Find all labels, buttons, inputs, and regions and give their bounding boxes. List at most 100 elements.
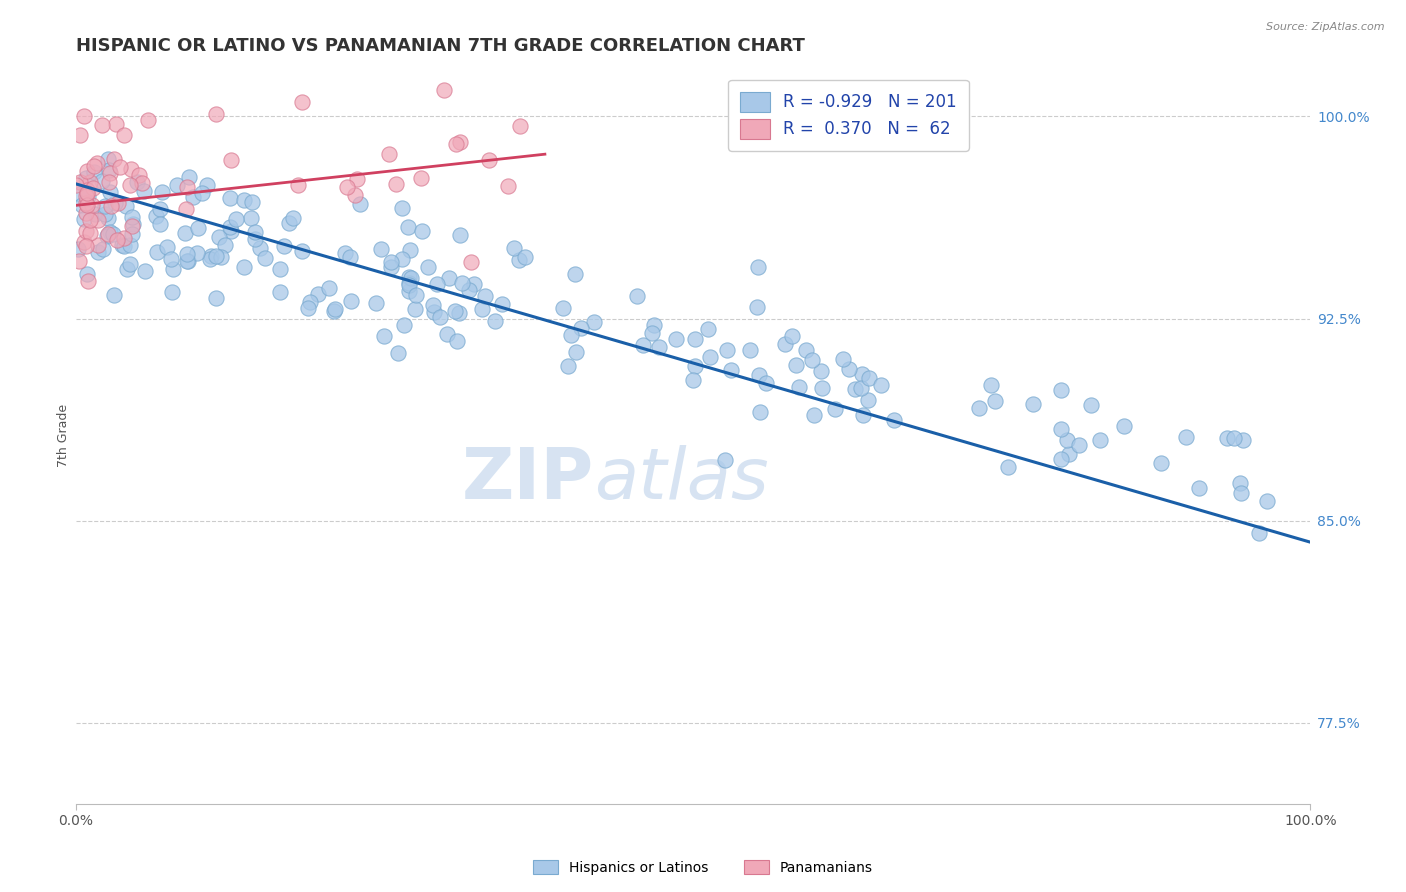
Point xyxy=(385,177,408,191)
Point xyxy=(1222,431,1244,445)
Point xyxy=(176,179,198,194)
Point xyxy=(683,359,706,373)
Point xyxy=(460,254,482,268)
Point xyxy=(648,340,671,354)
Point xyxy=(478,153,501,168)
Point xyxy=(446,334,468,348)
Point xyxy=(780,328,803,343)
Point xyxy=(449,135,471,149)
Point xyxy=(437,271,460,285)
Point xyxy=(110,160,132,174)
Point xyxy=(626,289,648,303)
Point xyxy=(838,361,860,376)
Point xyxy=(118,257,141,271)
Point xyxy=(97,152,120,166)
Point xyxy=(177,169,200,184)
Point xyxy=(297,301,319,315)
Point xyxy=(557,359,579,374)
Point xyxy=(1080,398,1102,412)
Point xyxy=(1069,437,1091,451)
Point xyxy=(84,207,107,221)
Point xyxy=(509,119,531,133)
Point xyxy=(404,301,426,316)
Point xyxy=(205,249,228,263)
Point xyxy=(333,246,356,260)
Point xyxy=(131,177,153,191)
Point xyxy=(103,288,125,302)
Text: atlas: atlas xyxy=(595,445,769,515)
Point xyxy=(278,216,301,230)
Point xyxy=(104,117,127,131)
Point xyxy=(69,175,91,189)
Point xyxy=(73,109,96,123)
Point xyxy=(232,260,254,274)
Point xyxy=(844,382,866,396)
Point xyxy=(76,183,98,197)
Point xyxy=(398,278,420,293)
Point xyxy=(787,379,810,393)
Point xyxy=(166,178,188,192)
Point xyxy=(291,95,314,110)
Point xyxy=(773,337,796,351)
Point xyxy=(121,219,143,233)
Point xyxy=(191,186,214,200)
Point xyxy=(75,196,97,211)
Point xyxy=(755,376,778,390)
Point xyxy=(451,277,474,291)
Point xyxy=(69,186,91,201)
Point xyxy=(281,211,304,225)
Point xyxy=(121,210,143,224)
Point xyxy=(697,322,720,336)
Point xyxy=(240,194,263,209)
Point xyxy=(208,229,231,244)
Point xyxy=(93,199,115,213)
Point xyxy=(76,164,98,178)
Point xyxy=(174,226,197,240)
Point xyxy=(560,328,582,343)
Point xyxy=(824,401,846,416)
Point xyxy=(120,178,142,192)
Point xyxy=(91,118,114,132)
Point xyxy=(699,350,721,364)
Point xyxy=(748,368,770,382)
Point xyxy=(323,304,346,318)
Point xyxy=(243,225,266,239)
Point xyxy=(411,224,433,238)
Point xyxy=(104,195,127,210)
Point xyxy=(984,393,1007,408)
Point xyxy=(195,178,218,193)
Point xyxy=(1059,447,1081,461)
Point xyxy=(1150,456,1173,470)
Point xyxy=(858,392,880,407)
Point xyxy=(1021,396,1043,410)
Point xyxy=(745,300,768,314)
Point xyxy=(273,238,295,252)
Point xyxy=(810,381,832,395)
Text: HISPANIC OR LATINO VS PANAMANIAN 7TH GRADE CORRELATION CHART: HISPANIC OR LATINO VS PANAMANIAN 7TH GRA… xyxy=(76,37,804,55)
Point xyxy=(177,254,200,268)
Point xyxy=(150,186,173,200)
Point xyxy=(380,260,402,274)
Point xyxy=(97,211,120,226)
Point xyxy=(513,250,536,264)
Point xyxy=(76,267,98,281)
Point xyxy=(323,301,346,316)
Point xyxy=(1216,431,1239,445)
Point xyxy=(87,237,110,252)
Point xyxy=(336,180,359,194)
Point xyxy=(883,413,905,427)
Point xyxy=(738,343,761,357)
Point xyxy=(426,277,449,292)
Point xyxy=(100,199,122,213)
Point xyxy=(307,287,329,301)
Point xyxy=(373,328,395,343)
Point xyxy=(76,171,98,186)
Point xyxy=(491,297,513,311)
Point xyxy=(160,285,183,300)
Point xyxy=(346,172,368,186)
Point xyxy=(98,186,121,200)
Point xyxy=(105,233,128,247)
Point xyxy=(111,238,134,252)
Point xyxy=(484,314,506,328)
Point xyxy=(796,343,818,358)
